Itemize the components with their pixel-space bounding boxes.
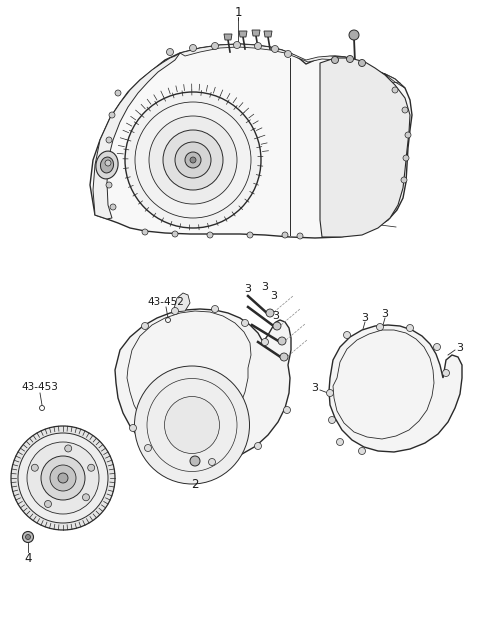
Circle shape [433, 343, 441, 350]
Circle shape [106, 137, 112, 143]
Circle shape [23, 531, 34, 542]
Polygon shape [264, 31, 272, 37]
Circle shape [190, 157, 196, 163]
Text: 3: 3 [312, 383, 319, 393]
Circle shape [109, 112, 115, 118]
Circle shape [45, 500, 51, 508]
Circle shape [282, 232, 288, 238]
Ellipse shape [96, 151, 118, 179]
Ellipse shape [134, 366, 250, 484]
Circle shape [254, 443, 262, 450]
Circle shape [190, 45, 196, 51]
Circle shape [50, 465, 76, 491]
Circle shape [83, 494, 89, 501]
Circle shape [11, 426, 115, 530]
Circle shape [144, 445, 152, 451]
Text: 3: 3 [262, 282, 268, 292]
Circle shape [262, 339, 268, 345]
Circle shape [233, 42, 240, 48]
Text: 2: 2 [191, 477, 199, 490]
Circle shape [332, 56, 338, 63]
Circle shape [402, 107, 408, 113]
Circle shape [106, 182, 112, 188]
Circle shape [407, 324, 413, 332]
Circle shape [110, 204, 116, 210]
Circle shape [18, 433, 108, 523]
Circle shape [401, 177, 407, 183]
Circle shape [142, 322, 148, 329]
Text: 3: 3 [361, 313, 369, 323]
Circle shape [115, 90, 121, 96]
Circle shape [172, 231, 178, 237]
Circle shape [31, 464, 38, 471]
Circle shape [142, 229, 148, 235]
Circle shape [359, 60, 365, 66]
Circle shape [403, 155, 409, 161]
Polygon shape [180, 44, 405, 88]
Circle shape [280, 353, 288, 361]
Circle shape [284, 407, 290, 414]
Circle shape [163, 130, 223, 190]
Polygon shape [252, 30, 260, 36]
Circle shape [212, 306, 218, 312]
Circle shape [272, 45, 278, 53]
Text: 4: 4 [24, 552, 32, 564]
Circle shape [326, 389, 334, 397]
Circle shape [349, 30, 359, 40]
Circle shape [254, 43, 262, 50]
Circle shape [125, 92, 261, 228]
Polygon shape [239, 31, 247, 37]
Circle shape [65, 445, 72, 452]
Circle shape [190, 456, 200, 466]
Text: 1: 1 [234, 6, 242, 19]
Ellipse shape [100, 157, 114, 173]
Circle shape [285, 50, 291, 58]
Text: 3: 3 [271, 291, 277, 301]
Polygon shape [320, 58, 410, 237]
Ellipse shape [165, 397, 219, 453]
Circle shape [273, 322, 281, 330]
Text: 3: 3 [382, 309, 388, 319]
Circle shape [241, 319, 249, 327]
Text: 3: 3 [244, 284, 252, 294]
Circle shape [208, 459, 216, 466]
Circle shape [359, 448, 365, 454]
Circle shape [278, 337, 286, 345]
Circle shape [297, 233, 303, 239]
Circle shape [247, 232, 253, 238]
Circle shape [212, 43, 218, 50]
Circle shape [167, 48, 173, 56]
Polygon shape [224, 34, 232, 40]
Circle shape [105, 160, 111, 166]
Circle shape [344, 332, 350, 339]
Circle shape [266, 309, 274, 317]
Circle shape [328, 417, 336, 423]
Circle shape [41, 456, 85, 500]
Text: 43-453: 43-453 [22, 382, 59, 392]
Circle shape [175, 142, 211, 178]
Circle shape [185, 152, 201, 168]
Circle shape [392, 87, 398, 93]
Circle shape [88, 464, 95, 471]
Polygon shape [173, 293, 190, 312]
Circle shape [347, 56, 353, 63]
Polygon shape [329, 325, 462, 452]
Text: 3: 3 [273, 311, 279, 321]
Polygon shape [115, 309, 291, 462]
Circle shape [130, 425, 136, 432]
Circle shape [171, 308, 179, 314]
Polygon shape [93, 53, 180, 219]
Circle shape [27, 442, 99, 514]
Circle shape [207, 232, 213, 238]
Circle shape [443, 370, 449, 376]
Text: 43-452: 43-452 [147, 297, 184, 307]
Circle shape [376, 324, 384, 330]
Text: 3: 3 [456, 343, 464, 353]
Circle shape [405, 132, 411, 138]
Circle shape [58, 473, 68, 483]
Circle shape [336, 438, 344, 446]
Polygon shape [90, 44, 412, 238]
Circle shape [149, 116, 237, 204]
Circle shape [25, 534, 31, 539]
